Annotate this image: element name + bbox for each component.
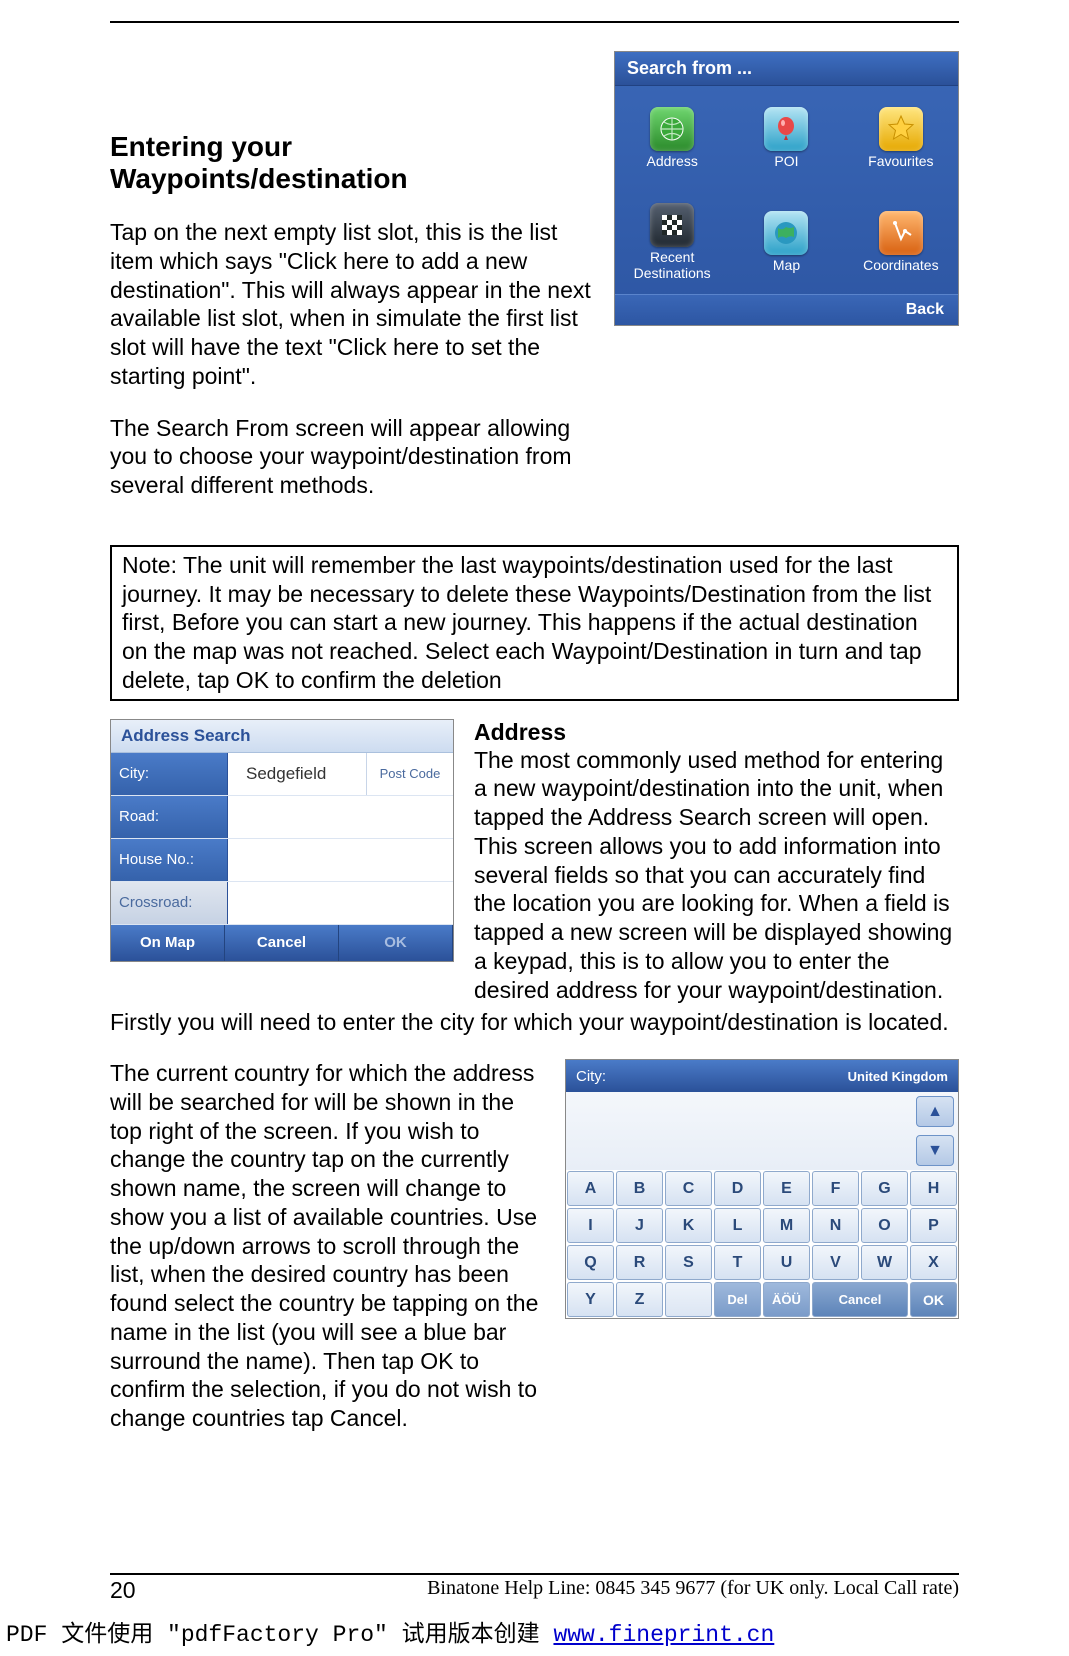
watermark-text: PDF 文件使用 "pdfFactory Pro" 试用版本创建 — [6, 1622, 553, 1648]
key-u[interactable]: U — [763, 1245, 810, 1280]
keyboard-grid: A B C D E F G H I J K L M N O P Q R S T — [566, 1170, 958, 1318]
address-search-title: Address Search — [111, 720, 453, 753]
onmap-button[interactable]: On Map — [111, 925, 225, 961]
key-k[interactable]: K — [665, 1208, 712, 1243]
header-divider — [110, 21, 959, 23]
key-t[interactable]: T — [714, 1245, 761, 1280]
search-from-item-map[interactable]: Map — [729, 190, 843, 294]
section-heading: Entering your Waypoints/destination — [110, 131, 596, 195]
search-from-label: Address — [646, 153, 697, 169]
key-z[interactable]: Z — [616, 1282, 663, 1317]
city-kb-list[interactable] — [566, 1092, 912, 1170]
key-m[interactable]: M — [763, 1208, 810, 1243]
key-b[interactable]: B — [616, 1171, 663, 1206]
key-g[interactable]: G — [861, 1171, 908, 1206]
search-from-label: Coordinates — [863, 257, 939, 273]
search-from-item-address[interactable]: Address — [615, 86, 729, 190]
search-from-item-recent[interactable]: Recent Destinations — [615, 190, 729, 294]
key-aou[interactable]: ÄÖÜ — [763, 1282, 810, 1317]
scroll-up-button[interactable]: ▲ — [916, 1096, 954, 1127]
key-v[interactable]: V — [812, 1245, 859, 1280]
firstly-para: Firstly you will need to enter the city … — [110, 1008, 959, 1037]
postcode-button[interactable]: Post Code — [366, 753, 453, 795]
ok-button[interactable]: OK — [339, 925, 453, 961]
search-from-screenshot: Search from ... Address POI — [614, 51, 959, 326]
globe-map-icon — [764, 211, 808, 255]
search-from-label: Recent Destinations — [615, 249, 729, 281]
key-a[interactable]: A — [567, 1171, 614, 1206]
key-f[interactable]: F — [812, 1171, 859, 1206]
key-blank[interactable] — [665, 1282, 712, 1317]
search-from-item-favourites[interactable]: Favourites — [844, 86, 958, 190]
key-del[interactable]: Del — [714, 1282, 761, 1317]
footer-divider — [110, 1573, 959, 1575]
key-y[interactable]: Y — [567, 1282, 614, 1317]
road-field-label: Road: — [111, 796, 228, 838]
city-keyboard-screenshot: City: United Kingdom ▲ ▼ A B C D E F G H… — [565, 1059, 959, 1319]
city-kb-country[interactable]: United Kingdom — [848, 1069, 958, 1084]
note-box: Note: The unit will remember the last wa… — [110, 545, 959, 701]
key-c[interactable]: C — [665, 1171, 712, 1206]
search-from-back-button[interactable]: Back — [615, 294, 958, 325]
search-from-label: Favourites — [868, 153, 933, 169]
flag-icon — [650, 203, 694, 247]
crossroad-field-label: Crossroad: — [111, 882, 228, 924]
key-j[interactable]: J — [616, 1208, 663, 1243]
crossroad-field-value[interactable] — [228, 882, 453, 924]
key-e[interactable]: E — [763, 1171, 810, 1206]
footer-help-text: Binatone Help Line: 0845 345 9677 (for U… — [427, 1577, 959, 1604]
key-cancel[interactable]: Cancel — [812, 1282, 908, 1317]
search-from-label: Map — [773, 257, 800, 273]
search-from-title: Search from ... — [615, 52, 958, 86]
key-l[interactable]: L — [714, 1208, 761, 1243]
key-p[interactable]: P — [910, 1208, 957, 1243]
address-heading: Address — [474, 719, 959, 746]
city-field-value[interactable]: Sedgefield — [228, 753, 366, 795]
globe-icon — [650, 107, 694, 151]
key-q[interactable]: Q — [567, 1245, 614, 1280]
search-from-item-coordinates[interactable]: Coordinates — [844, 190, 958, 294]
address-search-screenshot: Address Search City: Sedgefield Post Cod… — [110, 719, 454, 962]
key-x[interactable]: X — [910, 1245, 957, 1280]
key-h[interactable]: H — [910, 1171, 957, 1206]
page-number: 20 — [110, 1577, 136, 1604]
balloon-icon — [764, 107, 808, 151]
key-n[interactable]: N — [812, 1208, 859, 1243]
scroll-down-button[interactable]: ▼ — [916, 1135, 954, 1166]
watermark-link[interactable]: www.fineprint.cn — [553, 1622, 774, 1648]
intro-para-1: Tap on the next empty list slot, this is… — [110, 218, 596, 391]
intro-para-2: The Search From screen will appear allow… — [110, 414, 596, 500]
city-field-label: City: — [111, 753, 228, 795]
key-r[interactable]: R — [616, 1245, 663, 1280]
key-i[interactable]: I — [567, 1208, 614, 1243]
road-field-value[interactable] — [228, 796, 453, 838]
key-w[interactable]: W — [861, 1245, 908, 1280]
key-ok[interactable]: OK — [910, 1282, 957, 1317]
address-para: The most commonly used method for enteri… — [474, 746, 959, 1005]
house-field-value[interactable] — [228, 839, 453, 881]
house-field-label: House No.: — [111, 839, 228, 881]
key-d[interactable]: D — [714, 1171, 761, 1206]
key-s[interactable]: S — [665, 1245, 712, 1280]
city-para: The current country for which the addres… — [110, 1059, 547, 1433]
city-kb-title-left: City: — [566, 1068, 848, 1085]
search-from-item-poi[interactable]: POI — [729, 86, 843, 190]
coordinates-icon — [879, 211, 923, 255]
star-icon — [879, 107, 923, 151]
key-o[interactable]: O — [861, 1208, 908, 1243]
search-from-label: POI — [774, 153, 798, 169]
pdf-watermark: PDF 文件使用 "pdfFactory Pro" 试用版本创建 www.fin… — [6, 1614, 774, 1648]
cancel-button[interactable]: Cancel — [225, 925, 339, 961]
